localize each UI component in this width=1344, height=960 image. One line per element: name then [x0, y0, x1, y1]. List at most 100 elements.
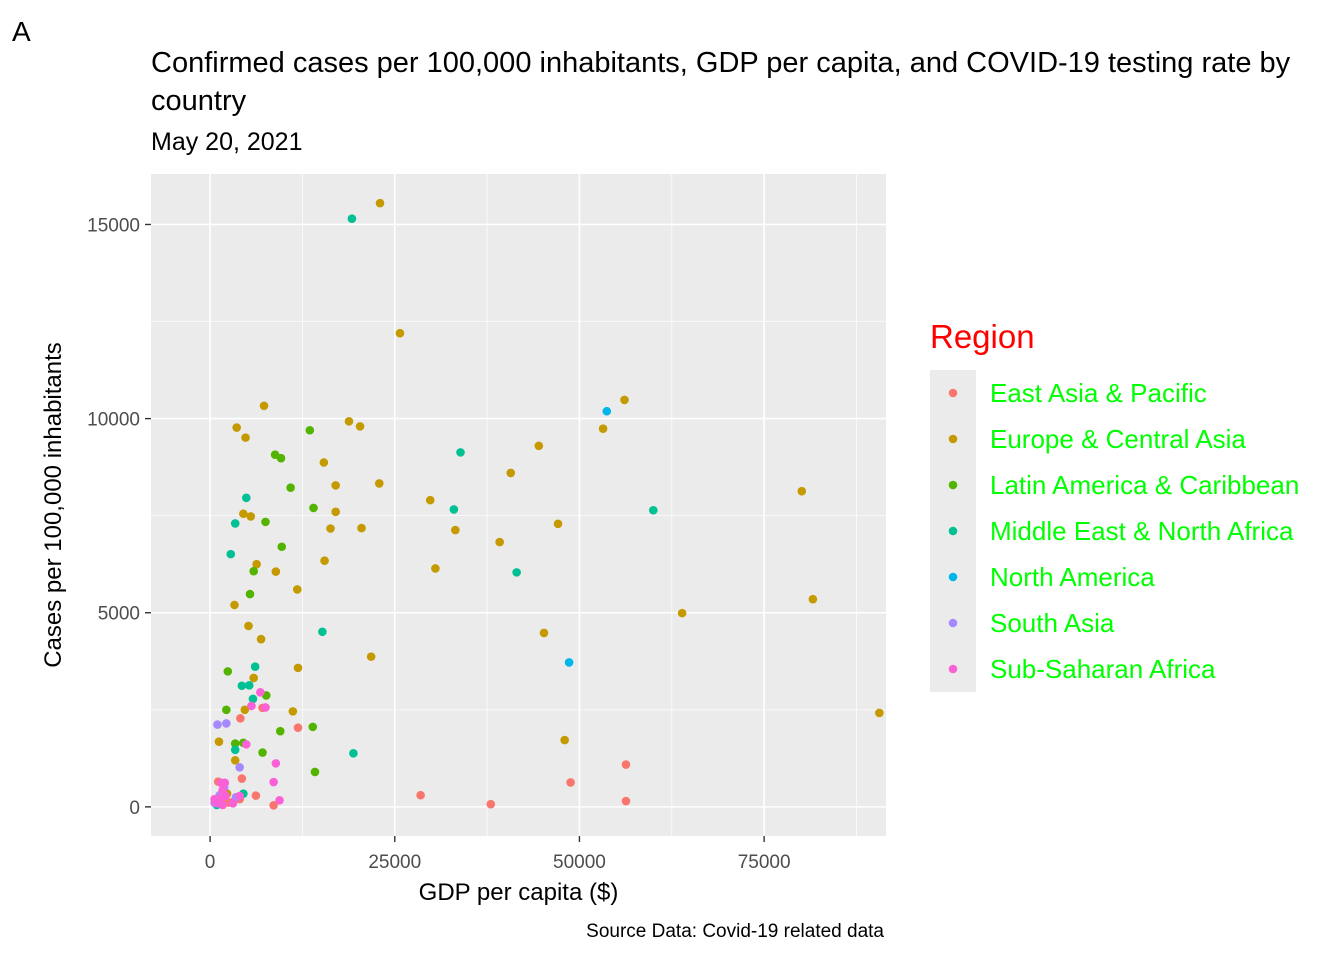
data-point: [486, 799, 496, 809]
x-tick-label: 0: [205, 852, 216, 873]
data-point: [319, 458, 329, 467]
data-point: [249, 673, 258, 683]
data-point: [241, 493, 251, 503]
data-point: [230, 755, 240, 765]
x-tick-label: 75000: [738, 852, 791, 873]
data-point: [456, 448, 465, 457]
data-point: [245, 589, 255, 599]
data-point: [237, 774, 247, 783]
legend-key-dot: [948, 480, 958, 490]
legend-key-dot: [948, 618, 958, 628]
data-point: [269, 801, 278, 810]
data-point: [250, 662, 260, 672]
data-point: [349, 748, 358, 758]
legend-item-label: Europe & Central Asia: [990, 424, 1246, 454]
data-point: [539, 628, 549, 638]
data-point: [320, 556, 329, 566]
data-point: [213, 720, 222, 729]
data-point: [261, 517, 270, 527]
legend-key-dot: [948, 664, 958, 674]
data-point: [331, 507, 340, 517]
data-point: [598, 424, 608, 434]
chart-subtitle: May 20, 2021: [151, 128, 303, 156]
data-point: [246, 512, 256, 521]
data-point: [241, 740, 251, 749]
data-point: [318, 627, 327, 637]
x-tick-label: 50000: [553, 852, 606, 873]
data-point: [258, 748, 267, 757]
data-point: [241, 433, 250, 442]
data-point: [222, 719, 231, 728]
data-point: [230, 519, 240, 528]
data-point: [292, 585, 302, 594]
data-point: [449, 505, 459, 514]
data-point: [808, 594, 818, 604]
data-point: [875, 708, 884, 718]
y-axis-label: Cases per 100,000 inhabitants: [40, 342, 67, 668]
grid-lines: [151, 174, 886, 836]
legend-key-dot: [948, 572, 958, 582]
data-point: [560, 735, 569, 745]
legend-key-dot: [948, 434, 958, 444]
data-point: [244, 621, 253, 631]
data-point: [244, 681, 254, 690]
data-point: [210, 794, 219, 804]
data-point: [620, 395, 629, 405]
data-point: [269, 777, 278, 787]
data-point: [256, 634, 266, 644]
data-point: [357, 523, 366, 533]
data-point: [276, 453, 286, 463]
data-point: [347, 214, 357, 223]
legend-key-dot: [948, 388, 958, 398]
data-point: [416, 790, 425, 800]
plot-background: [151, 174, 886, 836]
data-point: [305, 425, 315, 435]
data-point: [228, 799, 238, 808]
data-point: [512, 568, 521, 577]
data-point: [261, 703, 270, 712]
data-point: [553, 519, 563, 529]
x-tick-label: 25000: [368, 852, 421, 873]
data-point: [288, 707, 298, 716]
data-point: [425, 495, 435, 505]
data-point: [235, 791, 244, 801]
data-point: [375, 198, 385, 208]
data-point: [236, 714, 245, 723]
y-tick-label: 5000: [98, 604, 140, 625]
data-point: [223, 667, 233, 676]
data-point: [374, 479, 384, 488]
data-point: [214, 737, 224, 746]
data-point: [564, 658, 574, 667]
data-point: [230, 739, 240, 748]
data-point: [286, 483, 295, 493]
data-point: [248, 694, 258, 704]
data-point: [247, 701, 256, 711]
source-caption: Source Data: Covid-19 related data: [586, 921, 884, 942]
legend-title: Region: [930, 318, 1035, 355]
data-point: [431, 564, 440, 573]
legend-item-label: North America: [990, 562, 1155, 592]
data-point: [277, 542, 287, 552]
data-point: [293, 663, 303, 673]
data-point: [251, 791, 261, 800]
data-point: [395, 328, 405, 338]
data-point: [506, 468, 516, 478]
legend-item-label: South Asia: [990, 608, 1115, 638]
data-point: [275, 726, 285, 736]
axis-ticks: 0 25000 50000 75000 0 5000 10000 15000: [87, 215, 790, 873]
data-point: [230, 600, 239, 610]
data-point: [259, 401, 269, 411]
data-point: [797, 486, 807, 496]
data-point: [249, 566, 258, 576]
data-point: [293, 723, 303, 732]
data-point: [232, 423, 241, 432]
data-point: [366, 652, 376, 661]
data-point: [235, 762, 244, 772]
data-point: [308, 722, 318, 732]
y-tick-label: 0: [129, 798, 140, 819]
data-point: [621, 796, 631, 806]
data-point: [677, 608, 687, 618]
data-point: [451, 525, 460, 535]
data-point: [355, 422, 365, 431]
